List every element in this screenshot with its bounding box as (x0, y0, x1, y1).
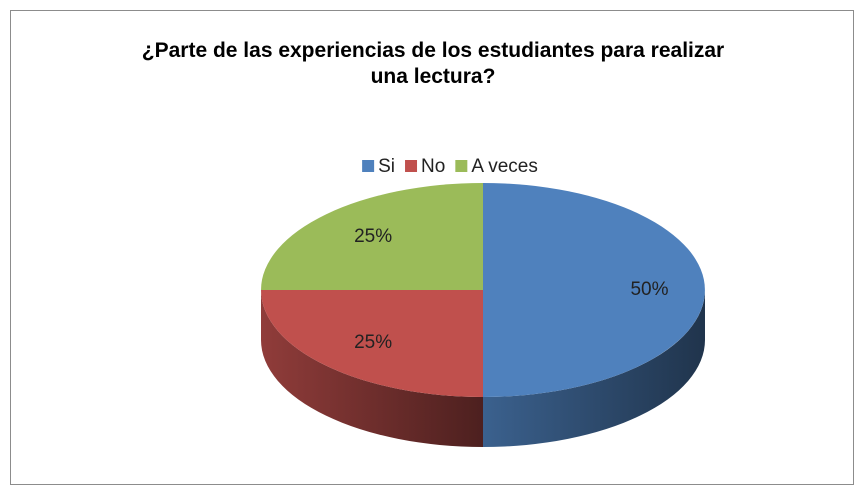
data-label: 25% (354, 226, 392, 247)
chart-frame (10, 10, 854, 485)
legend-swatch (362, 160, 375, 172)
legend-label: A veces (471, 156, 538, 177)
pie-side (261, 290, 483, 447)
chart-title: ¿Parte de las experiencias de los estudi… (141, 39, 725, 88)
legend-label: No (421, 156, 445, 177)
legend-swatch (455, 160, 468, 172)
data-label: 50% (630, 279, 668, 300)
legend-label: Si (378, 156, 395, 177)
legend-swatch (405, 160, 418, 172)
pie-slice (261, 183, 483, 290)
pie-side (483, 290, 705, 447)
pie-slice (483, 183, 705, 397)
pie-slice (261, 290, 483, 397)
data-label: 25% (354, 332, 392, 353)
